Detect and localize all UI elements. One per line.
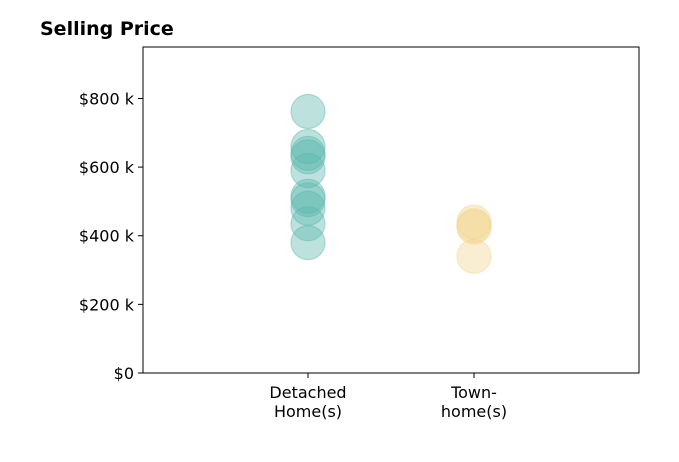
- data-points: [290, 93, 492, 274]
- y-tick-label: $200 k: [79, 295, 135, 314]
- x-axis: Detached Home(s) Town-home(s): [269, 373, 507, 421]
- x-tick-label: Town-home(s): [441, 383, 507, 421]
- data-point: [456, 207, 492, 244]
- data-point: [290, 182, 326, 218]
- y-tick-label: $800 k: [79, 89, 135, 108]
- data-point: [290, 225, 326, 261]
- y-tick-label: $0: [114, 364, 134, 383]
- data-point: [456, 238, 492, 274]
- y-axis: $0 $200 k $400 k $600 k $800 k: [79, 89, 143, 383]
- data-point: [290, 135, 326, 171]
- chart-title: Selling Price: [40, 18, 174, 40]
- y-tick-label: $400 k: [79, 227, 135, 246]
- data-point: [290, 152, 326, 189]
- data-point: [290, 93, 326, 130]
- data-point: [290, 178, 326, 214]
- data-point: [456, 204, 492, 240]
- data-point: [456, 209, 492, 245]
- plot-area: [142, 46, 640, 374]
- data-point: [290, 139, 326, 175]
- x-tick-label: Detached Home(s): [269, 383, 346, 421]
- data-point: [290, 128, 326, 165]
- y-tick-label: $600 k: [79, 158, 135, 177]
- data-point: [290, 206, 326, 242]
- data-point: [290, 190, 326, 226]
